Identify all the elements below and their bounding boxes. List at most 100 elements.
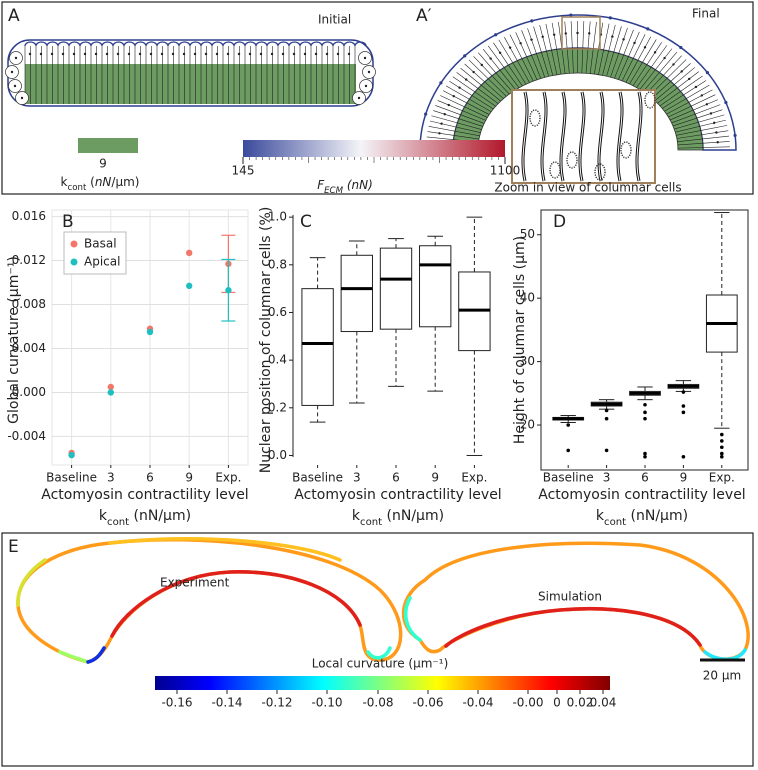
x-axis-sublabel-part: (nN/µm) bbox=[382, 508, 444, 524]
kcont-value: 9 bbox=[99, 157, 107, 171]
nucleus bbox=[447, 103, 450, 107]
outlier bbox=[720, 439, 724, 443]
point bbox=[225, 287, 232, 294]
zoom-wall-inner bbox=[636, 91, 642, 182]
outlier bbox=[643, 402, 647, 407]
cell-wall bbox=[585, 21, 591, 74]
nucleus bbox=[472, 70, 475, 74]
x-tick-label: 6 bbox=[392, 471, 400, 485]
kcont-label-part: ( bbox=[86, 175, 95, 189]
zoom-nucleus bbox=[529, 109, 541, 127]
y-tick-label: 0.2 bbox=[268, 400, 287, 414]
cell-wall bbox=[428, 125, 480, 137]
zoom-wall-inner bbox=[522, 91, 528, 182]
curvature-colorbar bbox=[155, 676, 610, 690]
colorbar-tick-label: 0.04 bbox=[590, 696, 617, 710]
x-axis-sublabel-part: cont bbox=[360, 517, 382, 528]
cell-wall bbox=[478, 52, 513, 93]
nucleus bbox=[480, 63, 484, 67]
kcont-label-part: k bbox=[61, 175, 68, 189]
nucleus bbox=[498, 51, 502, 54]
nucleus bbox=[564, 32, 567, 35]
nucleus bbox=[438, 132, 441, 135]
nucleus bbox=[489, 57, 492, 60]
cell-wall bbox=[625, 36, 652, 83]
experiment-tip bbox=[58, 650, 90, 664]
edge-dot bbox=[608, 16, 612, 20]
simulation-left bbox=[403, 596, 422, 642]
x-tick-label: Exp. bbox=[215, 471, 241, 485]
cell-wall bbox=[440, 95, 488, 118]
nucleus bbox=[149, 52, 153, 56]
cell-wall bbox=[589, 21, 597, 74]
nucleus bbox=[325, 52, 329, 56]
legend-label: Apical bbox=[84, 255, 120, 269]
colorbar-label-part: ECM bbox=[324, 186, 343, 196]
cell-wall bbox=[645, 55, 682, 94]
x-axis-sublabel-part: (nN/µm) bbox=[626, 508, 688, 524]
cell-wall bbox=[482, 48, 516, 91]
cell-wall bbox=[427, 131, 480, 140]
cell-wall bbox=[487, 45, 520, 89]
nucleus bbox=[712, 121, 716, 125]
cell-wall bbox=[445, 85, 492, 112]
outlier bbox=[643, 451, 647, 456]
nucleus bbox=[458, 86, 461, 89]
nucleus bbox=[10, 70, 14, 74]
nucleus bbox=[248, 52, 252, 56]
colorbar-label-part: (nN) bbox=[343, 178, 373, 192]
nucleus bbox=[61, 52, 65, 56]
nucleus bbox=[182, 52, 186, 56]
cell-wall bbox=[498, 39, 527, 85]
colorbar-tick-label: 145 bbox=[232, 164, 255, 178]
stage-label: Initial bbox=[318, 13, 351, 27]
zoom-wall-inner bbox=[617, 91, 623, 182]
nucleus bbox=[20, 96, 24, 100]
outlier bbox=[720, 454, 724, 459]
nucleus bbox=[259, 52, 263, 56]
cell-wall bbox=[610, 27, 628, 78]
nucleus bbox=[715, 131, 718, 134]
x-axis-sublabel: kcont (nN/µm) bbox=[99, 508, 191, 528]
x-tick-label: Baseline bbox=[46, 471, 97, 485]
nucleus bbox=[680, 70, 683, 73]
colorbar-tick-label: -0.10 bbox=[311, 696, 342, 710]
point bbox=[186, 249, 193, 257]
nucleus bbox=[226, 52, 230, 56]
kcont-swatch bbox=[78, 138, 138, 153]
y-tick-label: 0.008 bbox=[12, 297, 46, 311]
nucleus bbox=[694, 85, 698, 89]
nucleus bbox=[39, 52, 43, 56]
colorbar-tick-label: -0.06 bbox=[412, 696, 443, 710]
x-axis-sublabel: kcont (nN/µm) bbox=[596, 508, 688, 528]
edge-dot bbox=[569, 13, 573, 17]
x-axis-sublabel: kcont (nN/µm) bbox=[352, 508, 444, 528]
x-axis-label: Actomyosin contractility level bbox=[41, 487, 248, 503]
nucleus bbox=[171, 52, 175, 56]
nucleus bbox=[237, 52, 241, 56]
cell-wall bbox=[677, 146, 730, 149]
nucleus bbox=[443, 113, 446, 116]
cell-wall bbox=[651, 63, 691, 99]
x-tick-label: 6 bbox=[641, 471, 649, 485]
outlier bbox=[604, 408, 609, 413]
colorbar-label-part: F bbox=[317, 178, 325, 192]
cell-wall bbox=[545, 23, 558, 75]
cell-wall bbox=[452, 76, 496, 107]
panel-letter: C bbox=[300, 212, 312, 232]
y-axis-label: Global curvature (µm⁻¹) bbox=[6, 256, 22, 424]
point bbox=[68, 451, 75, 459]
legend-swatch bbox=[70, 258, 78, 266]
y-tick-label: 50 bbox=[520, 227, 535, 241]
cell-wall bbox=[468, 59, 507, 97]
colorbar-tick-label: -0.04 bbox=[462, 696, 493, 710]
nucleus bbox=[193, 52, 197, 56]
zoom-nucleus bbox=[620, 141, 632, 159]
nucleus bbox=[700, 94, 704, 97]
panel-letter: B bbox=[62, 212, 74, 232]
cell-wall bbox=[442, 90, 490, 115]
nucleus bbox=[292, 52, 296, 56]
x-tick-label: 3 bbox=[353, 471, 361, 485]
y-tick-label: 0.4 bbox=[268, 353, 287, 367]
colorbar-label: FECM (nN) bbox=[317, 178, 373, 196]
